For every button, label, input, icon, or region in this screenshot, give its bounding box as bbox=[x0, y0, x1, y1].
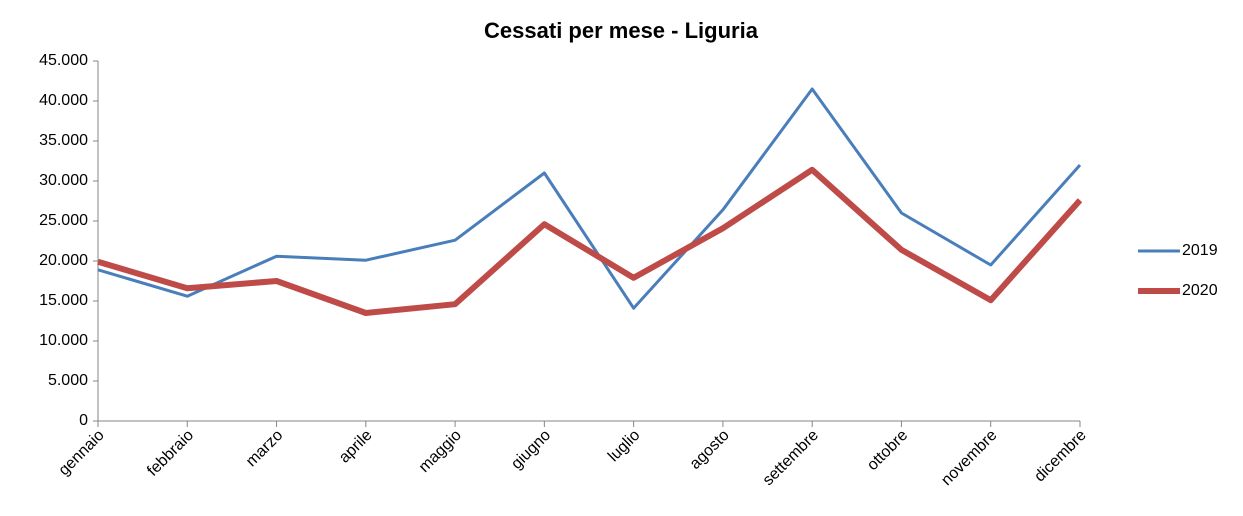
series-line bbox=[97, 166, 1083, 316]
y-tick-label: 25.000 bbox=[39, 212, 88, 229]
y-tick-label: 10.000 bbox=[39, 332, 88, 349]
legend-label: 2019 bbox=[1182, 242, 1218, 259]
y-tick-label: 30.000 bbox=[39, 172, 88, 189]
chart-title: Cessati per mese - Liguria bbox=[484, 18, 759, 43]
x-tick-label: gennaio bbox=[56, 427, 108, 479]
series-line bbox=[97, 87, 1082, 310]
x-tick-label: ottobre bbox=[864, 427, 911, 474]
x-tick-label: marzo bbox=[243, 427, 287, 471]
x-tick-label: aprile bbox=[336, 427, 376, 467]
x-tick-label: febbraio bbox=[144, 427, 197, 480]
x-tick-label: giugno bbox=[508, 427, 554, 473]
y-tick-label: 5.000 bbox=[48, 372, 88, 389]
x-tick-label: agosto bbox=[687, 427, 733, 473]
x-tick-label: novembre bbox=[938, 427, 1000, 489]
x-tick-label: maggio bbox=[416, 427, 465, 476]
y-tick-label: 45.000 bbox=[39, 52, 88, 69]
legend-label: 2020 bbox=[1182, 282, 1218, 299]
y-tick-label: 35.000 bbox=[39, 132, 88, 149]
y-tick-label: 15.000 bbox=[39, 292, 88, 309]
x-tick-label: luglio bbox=[605, 427, 644, 466]
x-tick-label: settembre bbox=[760, 427, 822, 489]
x-tick-label: dicembre bbox=[1031, 427, 1090, 486]
y-tick-label: 40.000 bbox=[39, 92, 88, 109]
y-tick-label: 0 bbox=[79, 412, 88, 429]
y-tick-label: 20.000 bbox=[39, 252, 88, 269]
